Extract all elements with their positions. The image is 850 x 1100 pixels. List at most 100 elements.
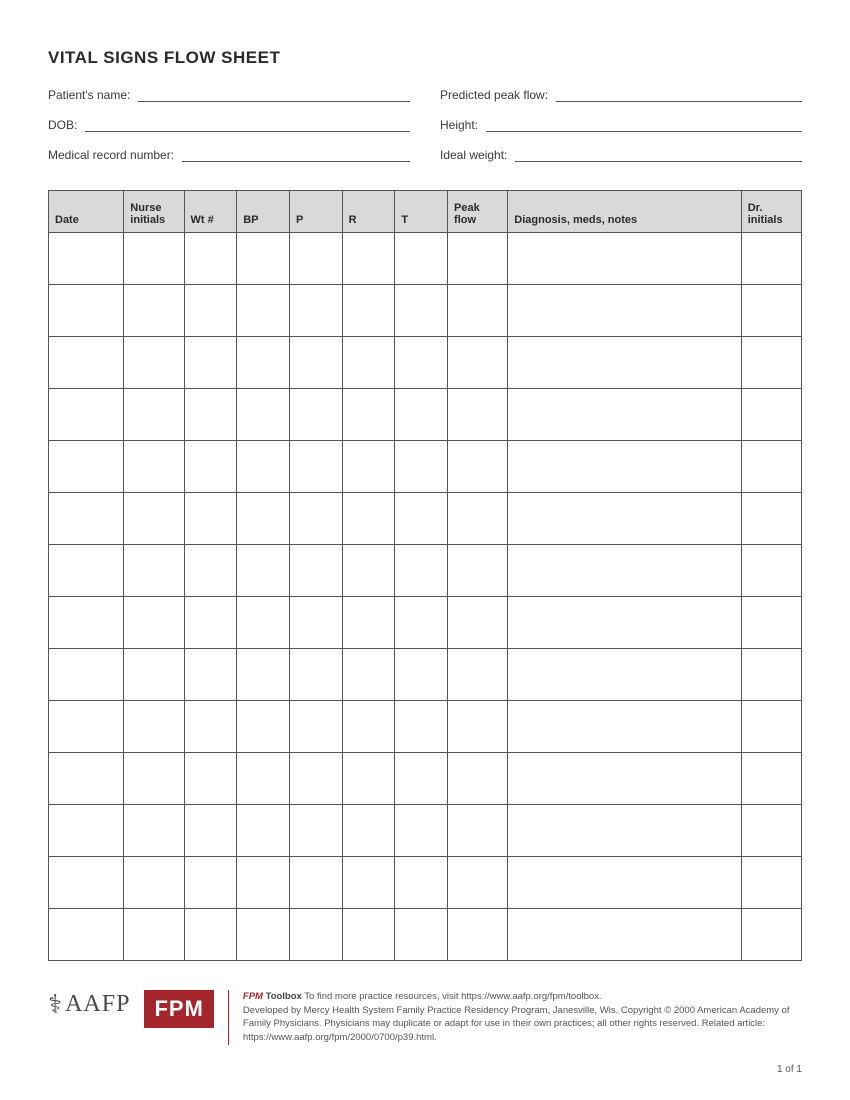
info-blank-line[interactable] [515,148,802,162]
table-cell[interactable] [508,285,741,337]
table-cell[interactable] [289,805,342,857]
table-cell[interactable] [448,545,508,597]
table-cell[interactable] [741,909,801,961]
table-cell[interactable] [342,597,395,649]
table-cell[interactable] [184,441,237,493]
table-cell[interactable] [741,441,801,493]
table-cell[interactable] [741,545,801,597]
table-cell[interactable] [49,545,124,597]
table-cell[interactable] [741,805,801,857]
table-cell[interactable] [124,805,184,857]
table-cell[interactable] [237,597,290,649]
table-cell[interactable] [395,753,448,805]
table-cell[interactable] [49,337,124,389]
table-cell[interactable] [49,493,124,545]
table-cell[interactable] [289,337,342,389]
table-cell[interactable] [124,857,184,909]
table-cell[interactable] [395,545,448,597]
table-cell[interactable] [395,285,448,337]
table-cell[interactable] [342,805,395,857]
table-cell[interactable] [289,493,342,545]
table-cell[interactable] [237,805,290,857]
table-cell[interactable] [508,649,741,701]
table-cell[interactable] [395,337,448,389]
table-cell[interactable] [49,805,124,857]
table-cell[interactable] [342,389,395,441]
table-cell[interactable] [395,441,448,493]
table-cell[interactable] [184,649,237,701]
table-cell[interactable] [289,285,342,337]
table-cell[interactable] [237,493,290,545]
table-cell[interactable] [184,805,237,857]
table-cell[interactable] [448,701,508,753]
table-cell[interactable] [342,441,395,493]
table-cell[interactable] [508,545,741,597]
table-cell[interactable] [49,441,124,493]
table-cell[interactable] [49,285,124,337]
table-cell[interactable] [49,389,124,441]
table-cell[interactable] [395,909,448,961]
table-cell[interactable] [395,857,448,909]
table-cell[interactable] [237,389,290,441]
table-cell[interactable] [741,597,801,649]
table-cell[interactable] [184,545,237,597]
table-cell[interactable] [237,909,290,961]
table-cell[interactable] [124,701,184,753]
table-cell[interactable] [508,337,741,389]
table-cell[interactable] [237,545,290,597]
info-blank-line[interactable] [138,88,410,102]
table-cell[interactable] [508,233,741,285]
table-cell[interactable] [508,597,741,649]
table-cell[interactable] [49,233,124,285]
table-cell[interactable] [741,337,801,389]
table-cell[interactable] [395,597,448,649]
table-cell[interactable] [448,337,508,389]
table-cell[interactable] [342,909,395,961]
table-cell[interactable] [289,857,342,909]
table-cell[interactable] [184,701,237,753]
table-cell[interactable] [289,441,342,493]
table-cell[interactable] [448,441,508,493]
table-cell[interactable] [124,493,184,545]
table-cell[interactable] [237,285,290,337]
table-cell[interactable] [508,857,741,909]
table-cell[interactable] [289,649,342,701]
table-cell[interactable] [448,649,508,701]
table-cell[interactable] [395,493,448,545]
table-cell[interactable] [124,753,184,805]
table-cell[interactable] [124,545,184,597]
info-blank-line[interactable] [486,118,802,132]
table-cell[interactable] [508,441,741,493]
table-cell[interactable] [741,233,801,285]
table-cell[interactable] [741,753,801,805]
table-cell[interactable] [184,285,237,337]
table-cell[interactable] [184,233,237,285]
table-cell[interactable] [124,597,184,649]
table-cell[interactable] [508,753,741,805]
table-cell[interactable] [184,857,237,909]
table-cell[interactable] [741,857,801,909]
table-cell[interactable] [237,441,290,493]
table-cell[interactable] [342,701,395,753]
table-cell[interactable] [342,649,395,701]
table-cell[interactable] [448,909,508,961]
table-cell[interactable] [741,649,801,701]
table-cell[interactable] [342,493,395,545]
table-cell[interactable] [741,701,801,753]
table-cell[interactable] [237,649,290,701]
table-cell[interactable] [448,493,508,545]
table-cell[interactable] [184,909,237,961]
table-cell[interactable] [448,233,508,285]
table-cell[interactable] [289,909,342,961]
table-cell[interactable] [124,285,184,337]
table-cell[interactable] [184,753,237,805]
table-cell[interactable] [342,233,395,285]
table-cell[interactable] [508,909,741,961]
table-cell[interactable] [508,805,741,857]
table-cell[interactable] [342,285,395,337]
table-cell[interactable] [49,701,124,753]
table-cell[interactable] [448,597,508,649]
table-cell[interactable] [741,389,801,441]
table-cell[interactable] [124,441,184,493]
table-cell[interactable] [289,389,342,441]
